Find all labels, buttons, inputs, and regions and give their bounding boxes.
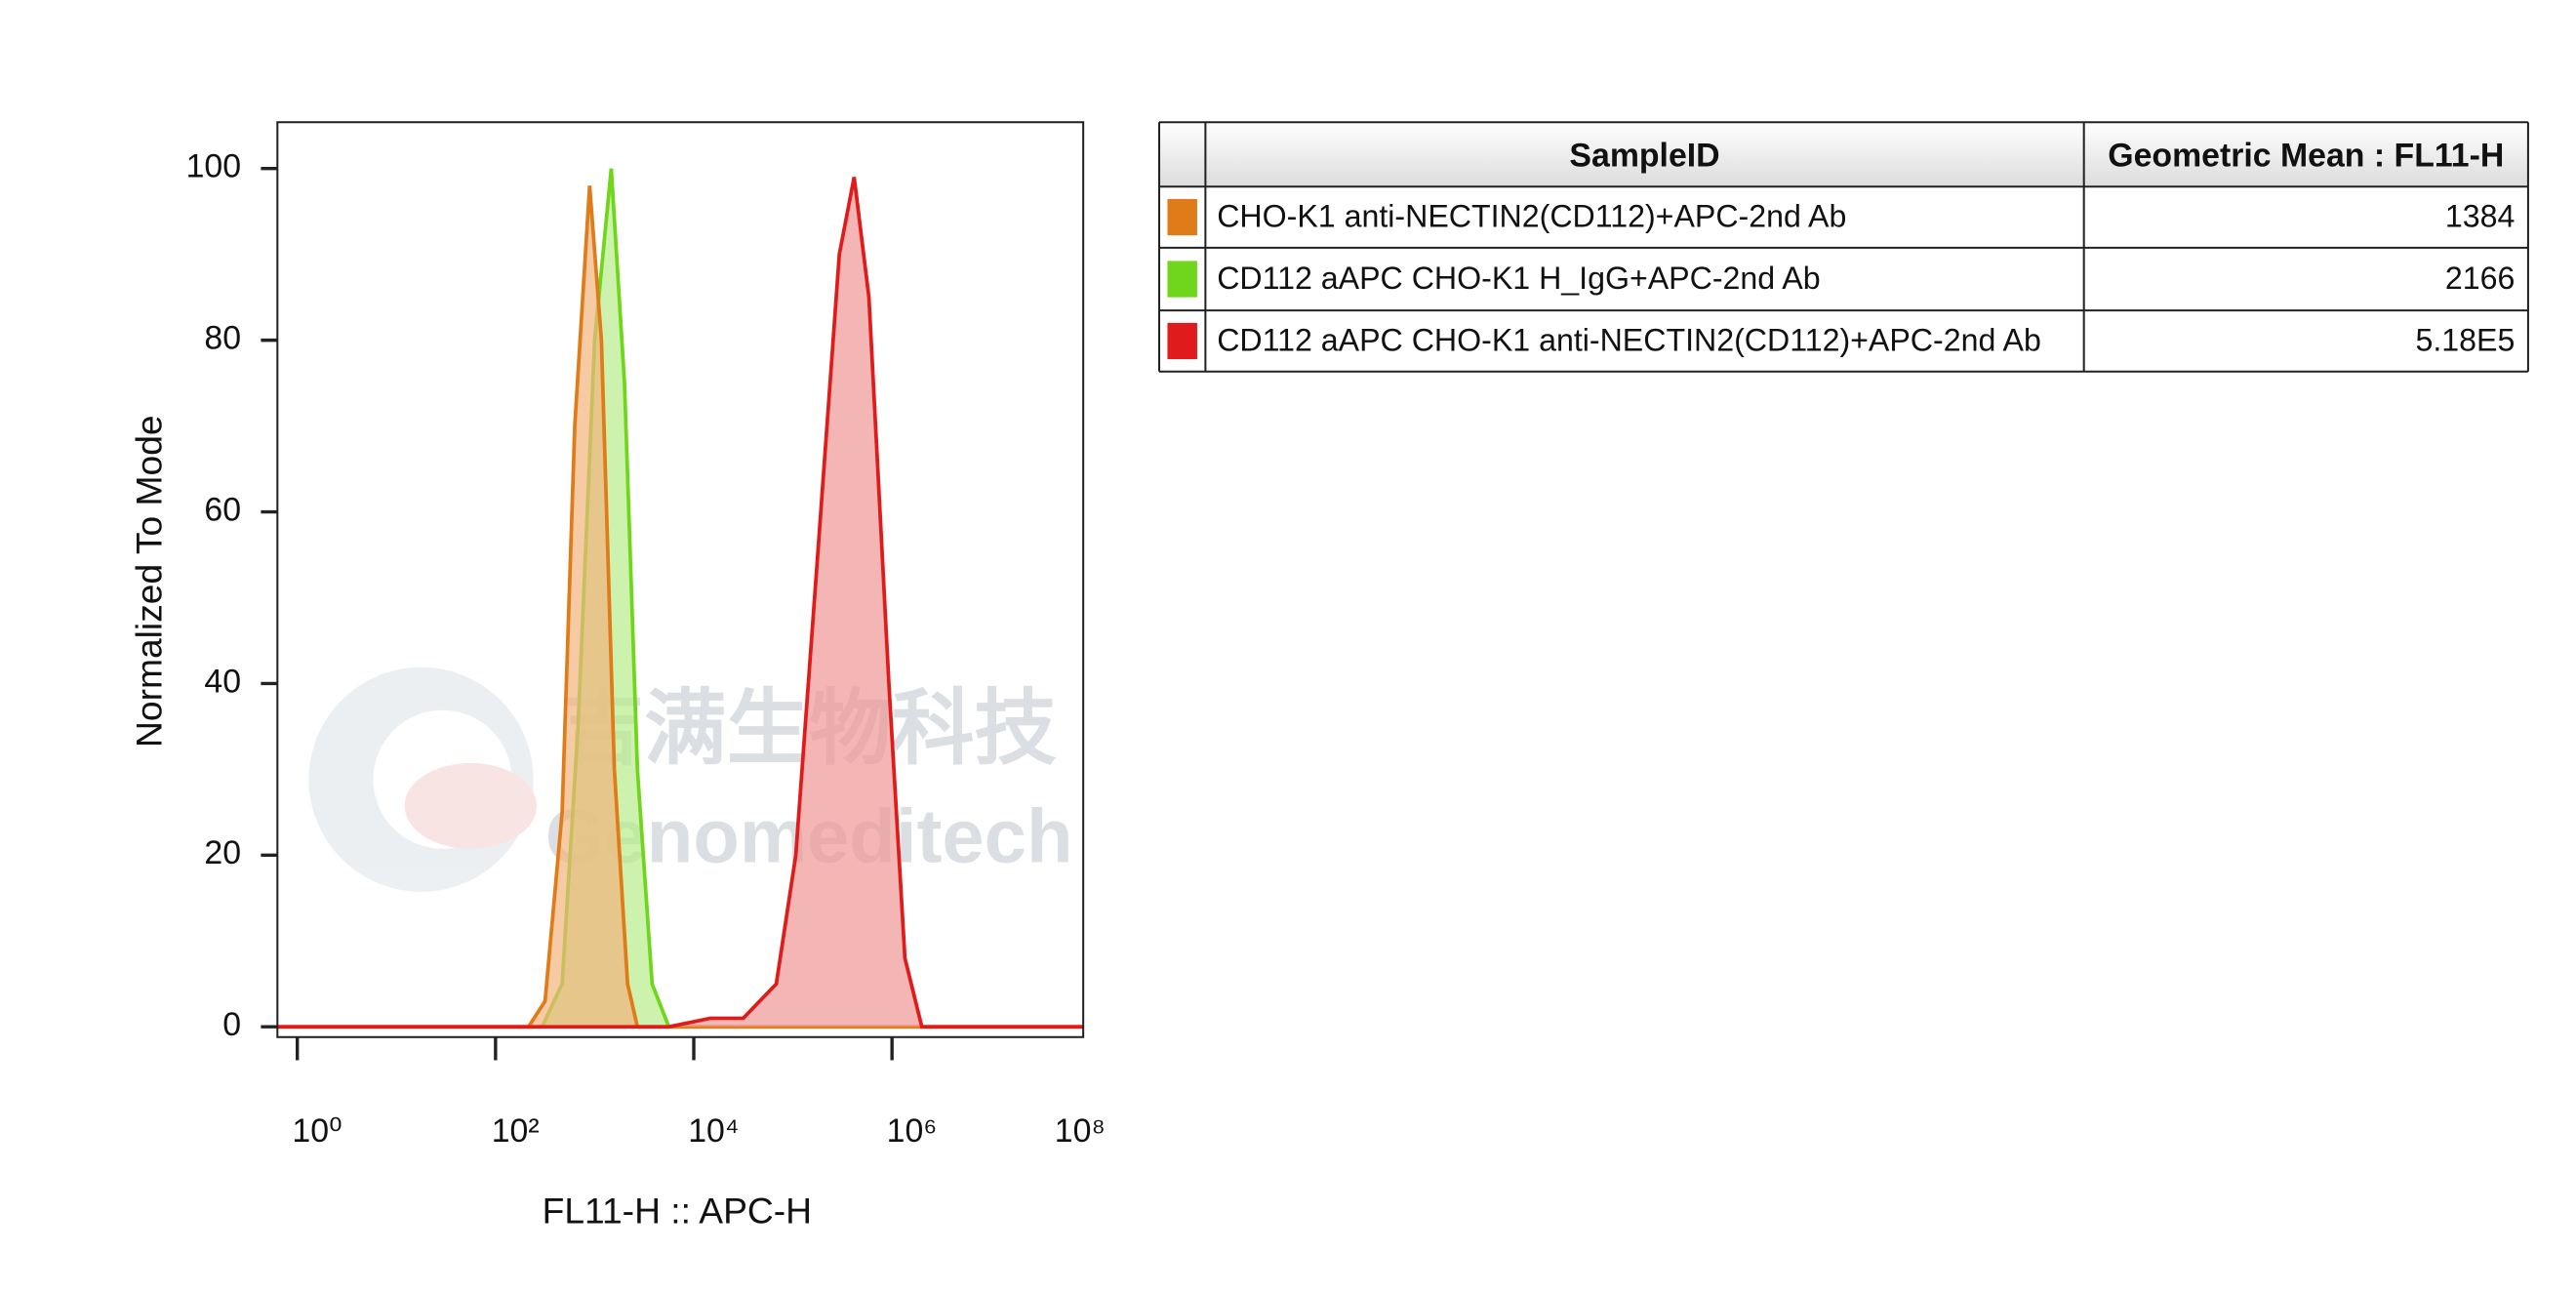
x-tick-label: 10²: [492, 1112, 540, 1150]
y-tick-label: 40: [204, 663, 241, 700]
table-mean: 5.18E5: [2416, 323, 2516, 358]
x-axis-label: FL11-H :: APC-H: [543, 1191, 812, 1232]
table-swatch: [1167, 198, 1197, 236]
histogram-line: [277, 185, 1084, 1030]
table-sample: CHO-K1 anti-NECTIN2(CD112)+APC-2nd Ab: [1217, 199, 1846, 234]
table-sample: CD112 aAPC CHO-K1 anti-NECTIN2(CD112)+AP…: [1217, 323, 2041, 358]
x-tick-label: 10⁴: [688, 1112, 739, 1150]
y-tick-label: 80: [204, 320, 241, 357]
y-axis-label: Normalized To Mode: [129, 415, 170, 748]
y-tick-label: 20: [204, 834, 241, 871]
x-tick-label: 10⁶: [887, 1112, 938, 1150]
plot-frame: [276, 121, 1085, 1038]
table-swatch: [1167, 261, 1197, 298]
histogram-area: [277, 185, 1084, 1028]
table-swatch: [1167, 322, 1197, 360]
table-header: SampleID: [1569, 138, 1719, 175]
table-mean: 1384: [2445, 199, 2516, 234]
plot: 0 20 40 60 80 100 10⁰ 10² 10⁴ 10⁶ 10⁸: [186, 148, 1106, 1150]
x-tick-label: 10⁸: [1055, 1112, 1106, 1150]
table-header-bg: [1159, 122, 2528, 187]
table-sample: CD112 aAPC CHO-K1 H_IgG+APC-2nd Ab: [1217, 261, 1820, 296]
y-tick-label: 100: [186, 148, 241, 185]
histogram-area: [277, 177, 1084, 1028]
table: SampleID Geometric Mean : FL11-H CHO-K1 an…: [1157, 121, 2529, 373]
histogram-line: [277, 177, 1084, 1030]
table-header: Geometric Mean : FL11-H: [2108, 138, 2504, 175]
histogram-area: [277, 168, 1084, 1028]
y-tick-label: 0: [222, 1006, 241, 1043]
y-tick-label: 60: [204, 491, 241, 528]
histogram-line: [277, 168, 1084, 1030]
x-tick-label: 10⁰: [292, 1112, 342, 1150]
watermark-logo: [308, 667, 537, 892]
table-mean: 2166: [2445, 261, 2516, 296]
